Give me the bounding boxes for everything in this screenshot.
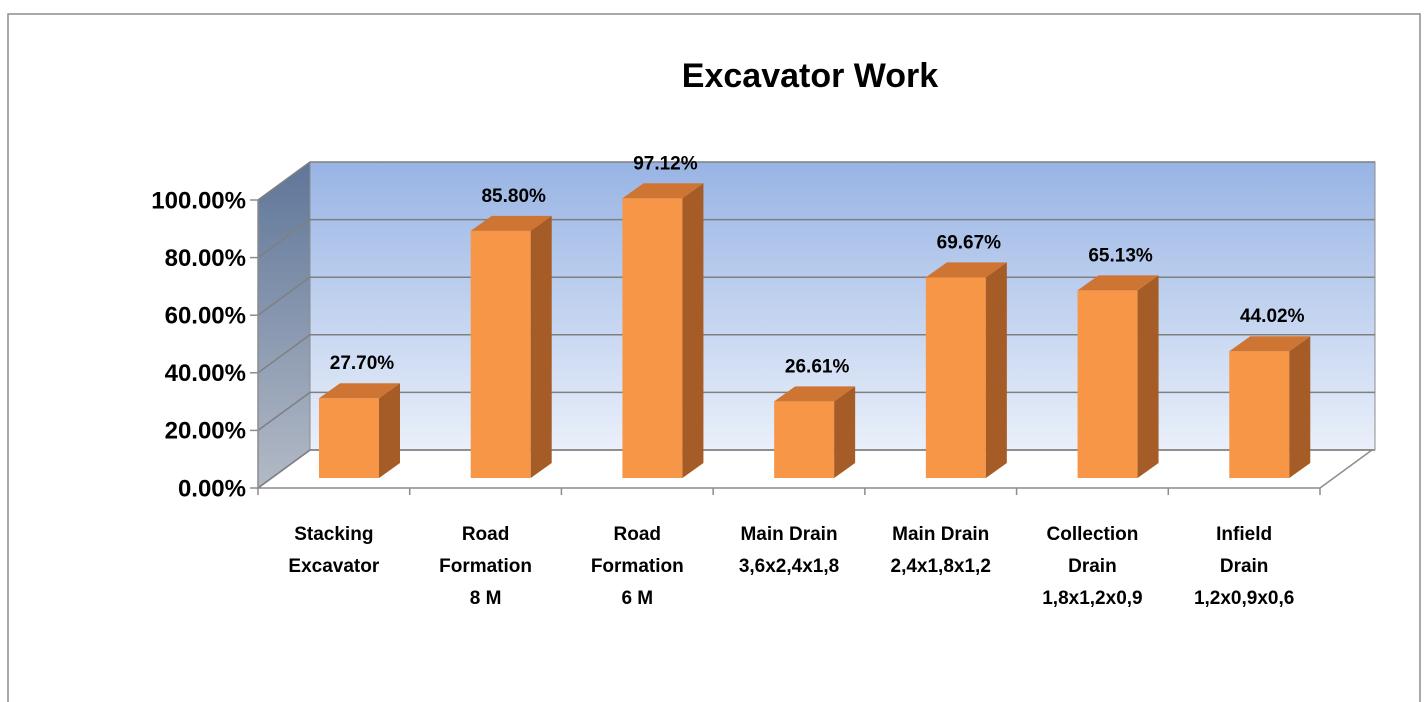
- bar-top: [1229, 336, 1311, 352]
- y-tick-label: 100.00%: [151, 187, 246, 214]
- bar-side: [530, 215, 552, 478]
- bar-front: [1077, 290, 1138, 478]
- bar-top: [622, 183, 704, 199]
- value-label: 44.02%: [1240, 306, 1305, 327]
- bar-front: [925, 277, 986, 478]
- y-tick-label: 40.00%: [165, 360, 246, 387]
- x-tick-label: Main Drain 3,6x2,4x1,8: [738, 524, 840, 577]
- grid-line: [257, 218, 1375, 259]
- bar-top: [925, 262, 1007, 278]
- value-label: 27.70%: [330, 353, 395, 374]
- x-tick-label: Road Formation 8 M: [439, 524, 532, 609]
- y-tick-label: 0.00%: [178, 475, 246, 502]
- bar-top: [774, 386, 856, 402]
- bar-side: [1289, 336, 1311, 478]
- bar-front: [774, 401, 835, 478]
- grid-line: [257, 161, 1375, 201]
- bar: [470, 215, 552, 478]
- grid-line: [257, 391, 1375, 432]
- grid-line: [257, 449, 1375, 489]
- grid-line: [257, 276, 1375, 316]
- bar: [622, 183, 704, 478]
- bar-side: [1137, 275, 1159, 478]
- x-tick-label: Main Drain 2,4x1,8x1,2: [890, 524, 991, 577]
- bar-top: [1077, 275, 1159, 291]
- bar: [925, 262, 1007, 478]
- value-label: 69.67%: [937, 232, 1002, 253]
- y-tick-label: 60.00%: [165, 303, 246, 330]
- bar-front: [470, 230, 531, 478]
- value-label: 97.12%: [633, 153, 698, 174]
- bar: [1077, 275, 1159, 478]
- bar-top: [319, 383, 400, 399]
- bar-side: [682, 183, 704, 478]
- bar-front: [319, 398, 379, 478]
- y-tick-label: 80.00%: [165, 245, 246, 272]
- x-tick-label: Stacking Excavator: [288, 524, 380, 577]
- side-wall: [258, 162, 310, 488]
- x-tick-label: Road Formation 6 M: [590, 524, 684, 609]
- bar-front: [1229, 351, 1290, 478]
- bar-front: [622, 198, 683, 478]
- value-label: 85.80%: [481, 186, 546, 207]
- bar-top: [470, 215, 552, 231]
- x-tick-label: Infield Drain 1,2x0,9x0,6: [1193, 524, 1295, 609]
- value-label: 65.13%: [1088, 245, 1153, 266]
- bar: [1229, 336, 1311, 478]
- grid-line: [257, 334, 1375, 374]
- x-tick-label: Collection Drain 1,8x1,2x0,9: [1042, 524, 1143, 609]
- bar: [319, 383, 400, 478]
- bar: [774, 386, 856, 478]
- chart-title: Excavator Work: [682, 57, 938, 95]
- value-label: 26.61%: [785, 356, 850, 377]
- y-tick-label: 20.00%: [165, 418, 246, 445]
- frame: [7, 13, 1421, 702]
- bar-side: [834, 386, 856, 478]
- bar-side: [985, 262, 1007, 478]
- bar-side: [379, 383, 400, 478]
